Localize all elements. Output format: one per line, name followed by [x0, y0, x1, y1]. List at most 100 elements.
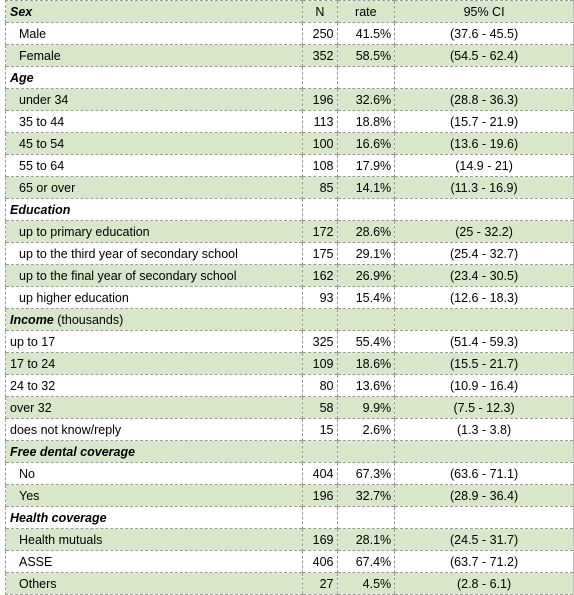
empty-cell [302, 440, 337, 463]
row-ci: (7.5 - 12.3) [394, 396, 574, 419]
row-ci: (2.8 - 6.1) [394, 572, 574, 595]
empty-cell [336, 308, 395, 331]
table-row: 45 to 54 100 16.6% (13.6 - 19.6) [4, 132, 574, 155]
row-rate: 28.6% [336, 220, 395, 243]
section-header-row: Free dental coverage [4, 440, 574, 463]
row-n: 196 [302, 484, 337, 507]
row-rate: 17.9% [336, 154, 395, 177]
row-ci: (25.4 - 32.7) [394, 242, 574, 265]
empty-cell [394, 308, 574, 331]
section-title: Income [10, 312, 54, 327]
table-row: Female 352 58.5% (54.5 - 62.4) [4, 44, 574, 67]
empty-cell [394, 506, 574, 529]
section-title: Education [10, 202, 71, 217]
row-label: up to primary education [4, 220, 303, 243]
row-rate: 4.5% [336, 572, 395, 595]
row-label: does not know/reply [4, 418, 303, 441]
row-n: 27 [302, 572, 337, 595]
row-rate: 32.7% [336, 484, 395, 507]
row-n: 85 [302, 176, 337, 199]
row-rate: 32.6% [336, 88, 395, 111]
column-header-ci: 95% CI [394, 0, 574, 23]
table-row: 65 or over 85 14.1% (11.3 - 16.9) [4, 176, 574, 199]
row-rate: 41.5% [336, 22, 395, 45]
table-row: does not know/reply 15 2.6% (1.3 - 3.8) [4, 418, 574, 441]
row-label: ASSE [4, 550, 303, 573]
row-rate: 26.9% [336, 264, 395, 287]
section-header-row: Income (thousands) [4, 308, 574, 331]
row-rate: 16.6% [336, 132, 395, 155]
empty-cell [394, 440, 574, 463]
row-rate: 67.3% [336, 462, 395, 485]
row-ci: (28.8 - 36.3) [394, 88, 574, 111]
table-row: up to the third year of secondary school… [4, 242, 574, 265]
column-header-n: N [302, 0, 337, 23]
row-ci: (24.5 - 31.7) [394, 528, 574, 551]
empty-cell [336, 506, 395, 529]
table-row: Male 250 41.5% (37.6 - 45.5) [4, 22, 574, 45]
table-row: under 34 196 32.6% (28.8 - 36.3) [4, 88, 574, 111]
row-n: 108 [302, 154, 337, 177]
row-n: 196 [302, 88, 337, 111]
row-label: up higher education [4, 286, 303, 309]
row-label: Others [4, 572, 303, 595]
section-header-cell: Free dental coverage [4, 440, 303, 463]
row-ci: (11.3 - 16.9) [394, 176, 574, 199]
row-label: 35 to 44 [4, 110, 303, 133]
row-ci: (13.6 - 19.6) [394, 132, 574, 155]
row-rate: 18.8% [336, 110, 395, 133]
row-n: 406 [302, 550, 337, 573]
row-n: 162 [302, 264, 337, 287]
row-rate: 28.1% [336, 528, 395, 551]
empty-cell [336, 66, 395, 89]
row-n: 169 [302, 528, 337, 551]
row-label: Yes [4, 484, 303, 507]
row-n: 175 [302, 242, 337, 265]
row-ci: (51.4 - 59.3) [394, 330, 574, 353]
row-n: 172 [302, 220, 337, 243]
row-label: Health mutuals [4, 528, 303, 551]
row-rate: 58.5% [336, 44, 395, 67]
row-n: 352 [302, 44, 337, 67]
row-ci: (14.9 - 21) [394, 154, 574, 177]
table-row: ASSE 406 67.4% (63.7 - 71.2) [4, 550, 574, 573]
section-header-row: Health coverage [4, 506, 574, 529]
row-label: up to the third year of secondary school [4, 242, 303, 265]
section-header-cell: Education [4, 198, 303, 221]
row-rate: 9.9% [336, 396, 395, 419]
row-ci: (15.7 - 21.9) [394, 110, 574, 133]
section-header-cell: Sex [4, 0, 303, 23]
section-header-cell: Income (thousands) [4, 308, 303, 331]
row-n: 404 [302, 462, 337, 485]
row-ci: (63.6 - 71.1) [394, 462, 574, 485]
row-n: 250 [302, 22, 337, 45]
row-label: 45 to 54 [4, 132, 303, 155]
table-row: No 404 67.3% (63.6 - 71.1) [4, 462, 574, 485]
table-row: 35 to 44 113 18.8% (15.7 - 21.9) [4, 110, 574, 133]
row-n: 109 [302, 352, 337, 375]
section-header-row: Age [4, 66, 574, 89]
row-label: Male [4, 22, 303, 45]
table-row: Yes 196 32.7% (28.9 - 36.4) [4, 484, 574, 507]
table-row: 17 to 24 109 18.6% (15.5 - 21.7) [4, 352, 574, 375]
empty-cell [394, 198, 574, 221]
row-label: 17 to 24 [4, 352, 303, 375]
row-ci: (54.5 - 62.4) [394, 44, 574, 67]
row-ci: (37.6 - 45.5) [394, 22, 574, 45]
section-title: Age [10, 70, 34, 85]
row-ci: (25 - 32.2) [394, 220, 574, 243]
row-label: 65 or over [4, 176, 303, 199]
row-ci: (28.9 - 36.4) [394, 484, 574, 507]
row-n: 80 [302, 374, 337, 397]
table-row: 55 to 64 108 17.9% (14.9 - 21) [4, 154, 574, 177]
empty-cell [302, 66, 337, 89]
empty-cell [336, 440, 395, 463]
empty-cell [302, 308, 337, 331]
section-title: Health coverage [10, 510, 107, 525]
row-ci: (10.9 - 16.4) [394, 374, 574, 397]
section-title: Free dental coverage [10, 444, 136, 459]
section-title: Sex [10, 4, 33, 19]
row-rate: 18.6% [336, 352, 395, 375]
row-rate: 29.1% [336, 242, 395, 265]
